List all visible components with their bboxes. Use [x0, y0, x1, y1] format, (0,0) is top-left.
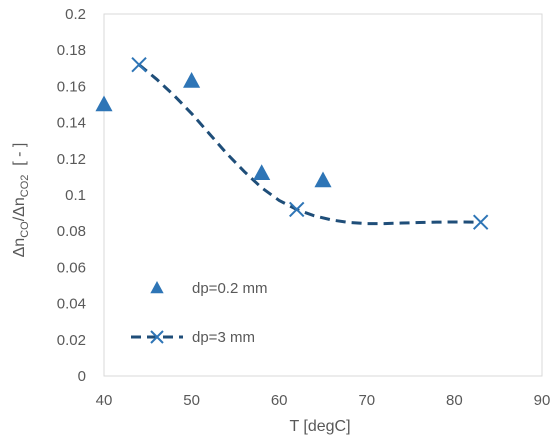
legend-label-dp-0-2: dp=0.2 mm: [192, 280, 267, 297]
series-dp-3-trend-line: [138, 63, 481, 226]
y-tick-label: 0.08: [57, 223, 86, 240]
legend-item-dp-3: dp=3 mm: [131, 329, 255, 346]
y-tick-label: 0.06: [57, 259, 86, 276]
x-tick-label: 40: [96, 392, 113, 409]
x-tick-label: 50: [183, 392, 200, 409]
x-tick-label: 90: [534, 392, 550, 409]
y-tick-label: 0.18: [57, 42, 86, 59]
x-tick-label: 70: [358, 392, 375, 409]
y-tick-label: 0: [78, 368, 86, 385]
x-axis-title: T [degC]: [289, 418, 350, 435]
legend-item-dp-0-2: dp=0.2 mm: [150, 280, 267, 297]
y-axis-title-prefix: Δn: [11, 238, 28, 258]
axes: [103, 13, 543, 377]
data-point-dp-3: [131, 56, 147, 73]
data-point-dp-0-2: [95, 95, 113, 112]
legend: dp=0.2 mm dp=3 mm: [131, 280, 267, 346]
plot-area: [95, 56, 489, 230]
legend-x-marker: [150, 330, 164, 344]
legend-triangle-marker: [150, 281, 164, 294]
y-tick-label: 0.1: [65, 187, 86, 204]
data-point-dp-0-2: [314, 171, 332, 188]
data-point-dp-3: [289, 201, 305, 218]
y-axis-title-sub1: CO: [19, 221, 31, 238]
data-point-dp-3: [472, 214, 489, 230]
data-point-dp-0-2: [253, 164, 271, 181]
y-axis-title-sub2: CO2: [19, 175, 31, 198]
legend-label-dp-3: dp=3 mm: [192, 329, 255, 346]
plot-area-border: [103, 13, 543, 377]
y-tick-label: 0.14: [57, 115, 86, 132]
y-axis-title-suffix: [ - ]: [11, 143, 28, 175]
y-tick-label: 0.04: [57, 296, 86, 313]
y-axis-title: ΔnCO/ΔnCO2 [ - ]: [11, 143, 31, 258]
x-tick-labels: 40 50 60 70 80 90: [96, 392, 550, 409]
y-axis-title-mid: /Δn: [11, 197, 28, 221]
x-tick-label: 80: [446, 392, 463, 409]
y-tick-label: 0.2: [65, 6, 86, 23]
y-tick-label: 0.02: [57, 332, 86, 349]
x-tick-label: 60: [271, 392, 288, 409]
y-tick-labels: 0 0.02 0.04 0.06 0.08 0.1 0.12 0.14 0.16 0.18 0.2: [57, 6, 86, 385]
y-tick-label: 0.16: [57, 78, 86, 95]
data-point-dp-0-2: [183, 71, 201, 88]
y-tick-label: 0.12: [57, 151, 86, 168]
